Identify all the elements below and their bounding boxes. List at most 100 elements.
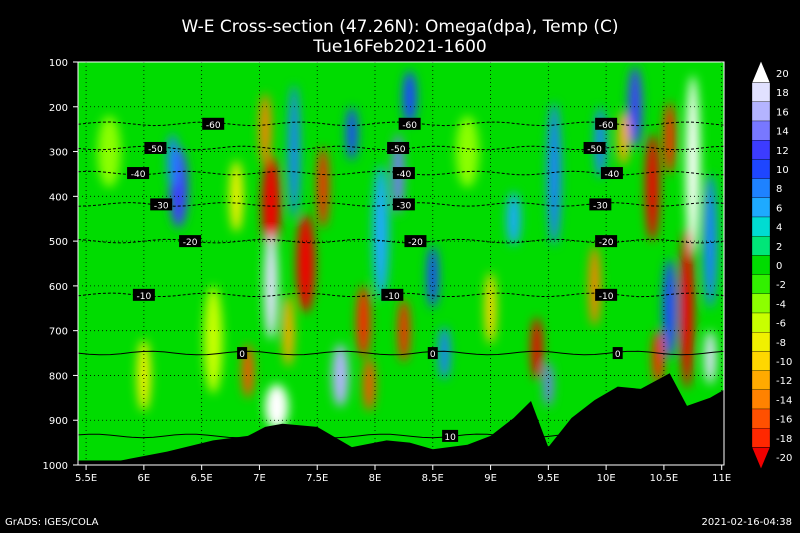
- colorbar-swatch: [751, 255, 771, 275]
- contour-label-box: [132, 288, 155, 301]
- colorbar-label: -20: [776, 453, 792, 464]
- contour-label: -50: [148, 145, 163, 155]
- contour-label: -50: [391, 145, 406, 155]
- colorbar-label: 16: [776, 107, 789, 118]
- terrain-fill: [78, 373, 724, 465]
- colorbar-swatch: [751, 370, 771, 390]
- contour-label-box: [612, 347, 623, 360]
- colorbar-label: 0: [776, 261, 782, 272]
- colorbar-swatch: [751, 389, 771, 410]
- contour-label-box: [404, 235, 427, 248]
- contour-label-box: [595, 117, 618, 130]
- contour-label-box: [595, 235, 618, 248]
- x-tick-label: 7E: [253, 473, 266, 484]
- contour-label: -30: [593, 201, 608, 211]
- x-tick-label: 6E: [138, 473, 151, 484]
- colorbar-swatch: [751, 159, 771, 179]
- plot-frame: [77, 61, 725, 466]
- contour-label-box: [387, 141, 410, 154]
- temperature-contour: [78, 145, 724, 151]
- colorbar-label: -6: [776, 319, 786, 330]
- omega-cell: [427, 245, 439, 309]
- colorbar-label: -12: [776, 376, 792, 387]
- y-tick-label: 600: [49, 282, 68, 293]
- colorbar-label: 18: [776, 88, 789, 99]
- contour-label: 0: [430, 350, 436, 360]
- omega-cell: [261, 156, 281, 255]
- colorbar-swatch: [751, 293, 771, 314]
- omega-cell: [662, 259, 677, 358]
- colorbar-label: 12: [776, 146, 789, 157]
- omega-cell: [372, 164, 389, 300]
- contour-label: -20: [599, 238, 614, 248]
- colorbar-swatch: [751, 236, 771, 256]
- omega-cell: [346, 106, 358, 161]
- colorbar-swatch: [751, 120, 771, 141]
- colorbar-arrow-bottom: [751, 447, 771, 470]
- contour-label-box: [595, 288, 618, 301]
- omega-cell: [282, 294, 295, 367]
- colorbar-label: 20: [776, 69, 789, 80]
- colorbar-swatch: [751, 312, 771, 333]
- contour-label: -40: [605, 170, 620, 180]
- colorbar-swatch: [751, 428, 771, 448]
- x-tick-label: 9E: [484, 473, 497, 484]
- omega-cell: [229, 160, 244, 233]
- contour-label: -60: [599, 121, 614, 131]
- x-tick-label: 9.5E: [537, 473, 559, 484]
- colorbar-label: 14: [776, 127, 789, 138]
- contour-label: 10: [444, 433, 456, 443]
- contour-label-box: [127, 167, 150, 180]
- colorbar-label: -4: [776, 299, 786, 310]
- contour-label: -50: [587, 145, 602, 155]
- omega-cell: [438, 326, 451, 380]
- contour-label: -60: [206, 121, 221, 131]
- contour-label-box: [398, 117, 421, 130]
- colorbar: 20181614121086420-2-4-6-8-10-12-14-16-18…: [751, 60, 792, 470]
- contour-label-box: [144, 141, 167, 154]
- omega-cell: [363, 357, 375, 412]
- x-tick-label: 7.5E: [306, 473, 328, 484]
- contour-label-box: [427, 347, 438, 360]
- omega-cell: [680, 227, 694, 389]
- contour-label-box: [381, 288, 404, 301]
- colorbar-label: -2: [776, 280, 786, 291]
- colorbar-label: -8: [776, 338, 786, 349]
- colorbar-swatch: [751, 178, 771, 198]
- colorbar-swatch: [751, 274, 771, 294]
- colorbar-label: 4: [776, 223, 782, 234]
- omega-cell: [356, 285, 371, 358]
- omega-cell: [455, 115, 480, 188]
- omega-cell: [398, 299, 410, 363]
- omega-cell: [547, 102, 562, 246]
- contour-label-box: [150, 198, 173, 211]
- colorbar-label: 2: [776, 242, 782, 253]
- omega-cell: [203, 285, 223, 394]
- contour-label: -40: [397, 170, 412, 180]
- colorbar-swatch: [751, 82, 771, 102]
- omega-cell: [543, 362, 553, 407]
- x-tick-label: 8.5E: [422, 473, 444, 484]
- contour-label: -10: [599, 292, 614, 302]
- x-tick-label: 5.5E: [75, 473, 97, 484]
- colorbar-swatch: [751, 332, 771, 352]
- omega-cell: [663, 102, 676, 174]
- chart-title: W-E Cross-section (47.26N): Omega(dpa), …: [181, 17, 619, 37]
- y-tick-label: 900: [49, 416, 68, 427]
- colorbar-label: -18: [776, 434, 792, 445]
- contour-label: -10: [137, 292, 152, 302]
- y-tick-label: 800: [49, 371, 68, 382]
- chart-subtitle: Tue16Feb2021-1600: [313, 37, 487, 57]
- contour-label: -30: [154, 201, 169, 211]
- omega-cell: [628, 66, 642, 148]
- omega-cell: [265, 384, 289, 430]
- contour-label: 0: [239, 350, 245, 360]
- contour-label-box: [442, 429, 459, 442]
- contour-label-box: [202, 117, 225, 130]
- contour-label-box: [237, 347, 248, 360]
- y-tick-label: 300: [49, 148, 68, 159]
- omega-cell: [645, 133, 660, 242]
- omega-cell: [617, 111, 630, 165]
- omega-cell: [97, 115, 121, 188]
- y-tick-label: 200: [49, 103, 68, 114]
